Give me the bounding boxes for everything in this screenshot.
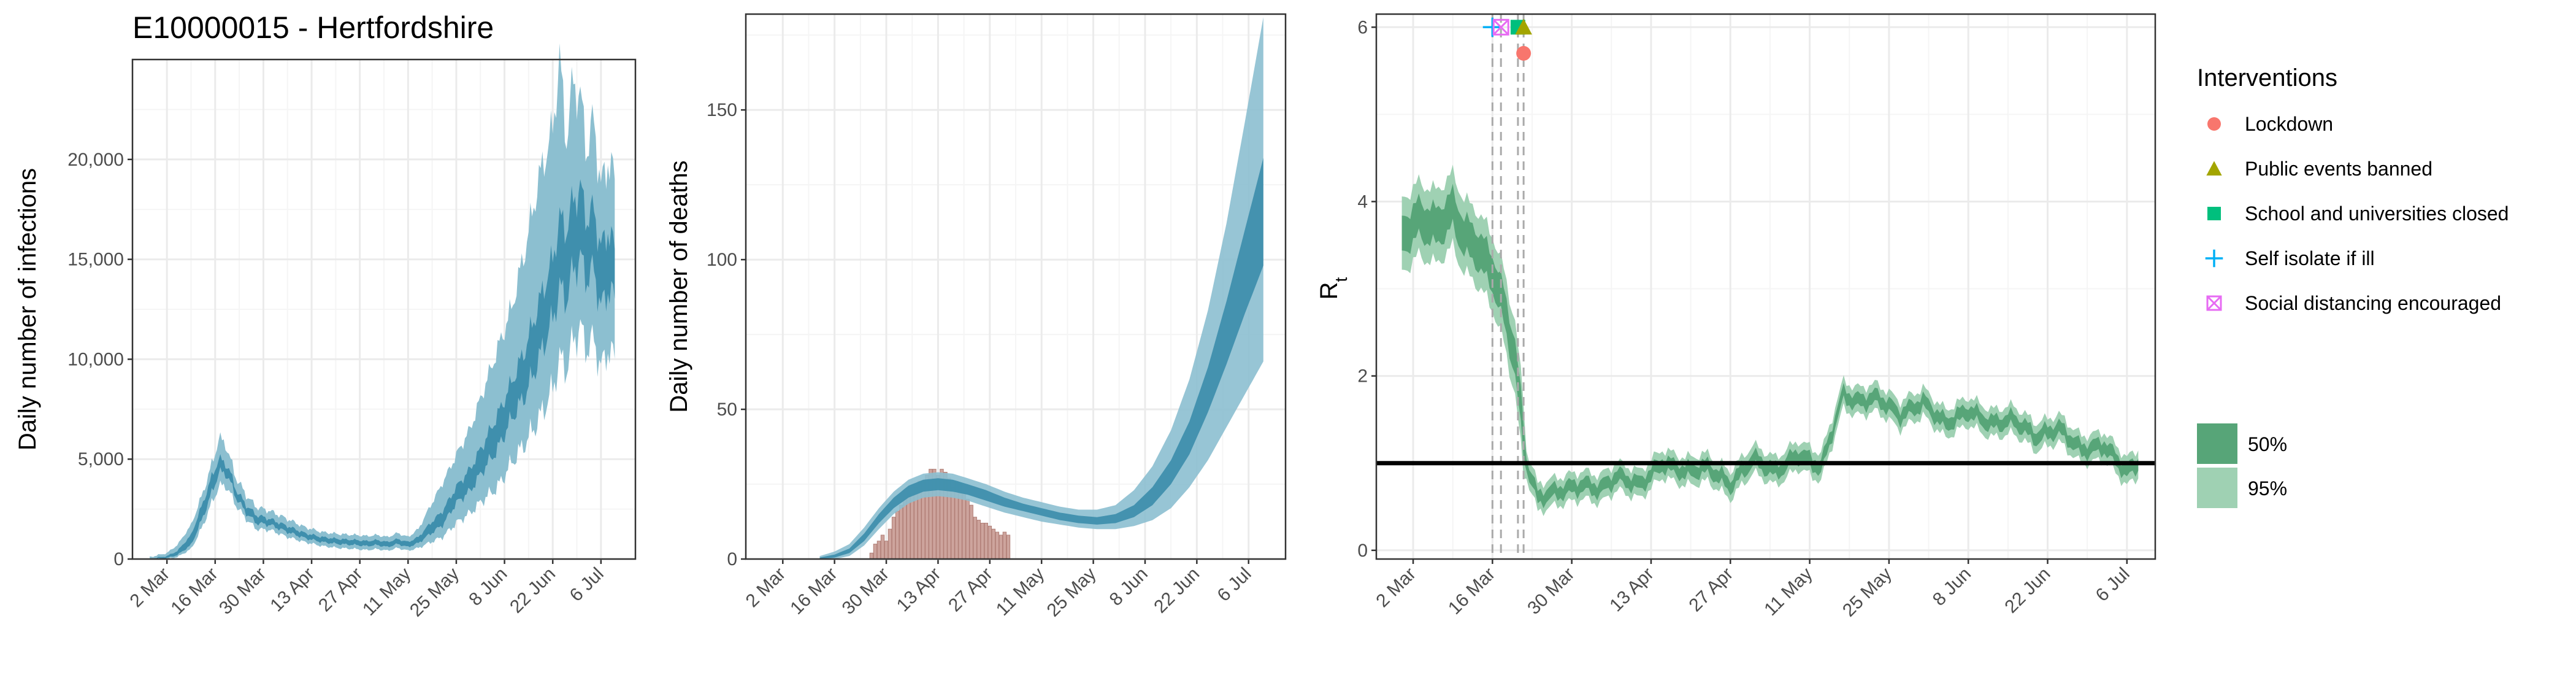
death-bar xyxy=(891,517,896,560)
rt-y-tick-label: 2 xyxy=(1357,366,1368,387)
rt-y-tick-label: 4 xyxy=(1357,191,1368,212)
legend-ci-label: 95% xyxy=(2248,477,2287,500)
intervention-marker-social-distancing-box xyxy=(1492,18,1509,36)
death-bar xyxy=(1006,534,1011,560)
death-bar xyxy=(995,531,1000,560)
rt-50-band xyxy=(1401,183,2139,509)
rt-panel: 2 Mar 16 Mar 30 Mar 13 Apr 27 Apr 11 May 25 Ma… xyxy=(1316,13,2156,621)
death-bar xyxy=(902,498,907,560)
death-bar xyxy=(1002,531,1007,560)
death-bar xyxy=(962,493,966,560)
death-bar xyxy=(976,520,981,560)
legend: Interventions Lockdown Public events bann… xyxy=(2197,64,2509,508)
intervention-marker-public-events xyxy=(1515,18,1532,35)
death-bar xyxy=(984,522,988,560)
deaths-y-tick-label: 50 xyxy=(717,399,737,420)
legend-marker-circle xyxy=(2207,117,2221,131)
panel-title: E10000015 - Hertfordshire xyxy=(132,10,494,45)
deaths-panel-border xyxy=(745,13,1287,560)
intervention-marker-social-distancing xyxy=(1492,18,1509,36)
rt-y-tick-label: 6 xyxy=(1357,17,1368,37)
legend-marker-square-cross xyxy=(2206,295,2222,311)
infections-y-tick-label: 0 xyxy=(113,549,124,569)
legend-marker-triangle xyxy=(2206,161,2222,176)
death-bar xyxy=(876,541,881,560)
infections-y-tick-label: 10,000 xyxy=(67,349,124,369)
legend-intervention-label: Lockdown xyxy=(2245,113,2333,135)
legend-marker-square xyxy=(2207,207,2221,220)
legend-intervention-label: Social distancing encouraged xyxy=(2245,292,2501,314)
infections-y-tick-label: 20,000 xyxy=(67,150,124,170)
infections-y-axis-title: Daily number of infections xyxy=(14,168,41,450)
infections-y-tick-label: 15,000 xyxy=(67,250,124,270)
legend-title: Interventions xyxy=(2197,64,2337,91)
intervention-marker-lockdown xyxy=(1516,45,1531,61)
intervention-marker-self-isolate xyxy=(1482,17,1502,37)
death-bar xyxy=(869,552,874,560)
intervention-marker-social-distancing-d2 xyxy=(1493,19,1509,36)
death-bar xyxy=(899,504,903,560)
legend-ci-swatch xyxy=(2197,468,2237,508)
legend-ci-swatch xyxy=(2197,423,2237,464)
legend-intervention-label: School and universities closed xyxy=(2245,203,2509,225)
death-bar xyxy=(880,534,885,560)
deaths-y-tick-label: 150 xyxy=(707,100,737,120)
rt-panel-border xyxy=(1375,13,2156,560)
legend-marker-square-cross-d2 xyxy=(2206,295,2222,311)
death-bar xyxy=(910,493,914,560)
legend-intervention-label: Public events banned xyxy=(2245,158,2432,180)
death-bar xyxy=(973,517,977,560)
death-bar xyxy=(980,522,984,560)
death-bar xyxy=(887,528,892,560)
infections-50-band xyxy=(150,179,615,560)
rt-y-tick-label: 0 xyxy=(1357,541,1368,561)
death-bar xyxy=(873,544,878,560)
interventions-legend: Lockdown Public events banned School and u… xyxy=(2205,113,2509,314)
death-bar xyxy=(895,511,900,560)
death-bar xyxy=(991,528,996,560)
death-bar xyxy=(965,498,970,560)
legend-ci-label: 50% xyxy=(2248,433,2287,455)
ci-legend: 50% 95% xyxy=(2197,423,2287,508)
death-bar xyxy=(951,487,955,560)
rt-y-axis-subscript: t xyxy=(1332,277,1351,282)
death-bar xyxy=(999,534,1003,560)
legend-marker-plus xyxy=(2205,249,2223,268)
infections-y-tick-label: 5,000 xyxy=(78,449,124,469)
deaths-y-tick-label: 0 xyxy=(727,549,737,569)
legend-intervention-label: Self isolate if ill xyxy=(2245,247,2375,269)
deaths-y-axis-title: Daily number of deaths xyxy=(665,160,692,412)
death-bar xyxy=(969,504,973,560)
death-bar xyxy=(987,525,992,560)
legend-marker-square-cross-box xyxy=(2206,295,2222,311)
death-bar xyxy=(884,541,889,560)
infections-panel-border xyxy=(131,58,637,560)
deaths-y-tick-label: 100 xyxy=(707,250,737,270)
